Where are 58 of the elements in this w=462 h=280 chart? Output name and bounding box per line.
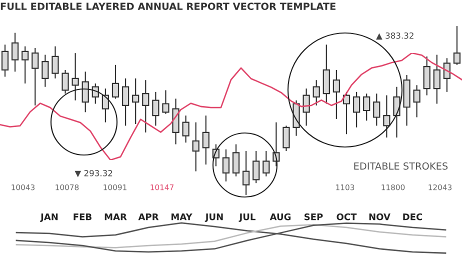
- candlestick: [373, 93, 380, 126]
- candlestick: [383, 94, 390, 138]
- candlestick: [322, 44, 330, 104]
- x-tick-label: MAR: [104, 214, 127, 220]
- candlestick: [282, 125, 290, 152]
- x-tick-label: NOV: [369, 213, 390, 220]
- x-tick-label: SEP: [304, 213, 323, 220]
- candlestick: [72, 52, 79, 101]
- x-tick-label: JUL: [238, 214, 256, 222]
- candlestick: [102, 88, 110, 123]
- candlestick: [182, 115, 190, 144]
- candlestick: [423, 56, 430, 96]
- candlestick: [122, 78, 130, 126]
- x-tick-label: DEC: [403, 213, 422, 220]
- candlestick: [142, 80, 150, 134]
- annotation: ▲ 383.32: [376, 32, 414, 40]
- candlestick: [202, 115, 210, 166]
- candlestick: [52, 46, 59, 79]
- candlestick: [252, 150, 260, 184]
- candlestick: [312, 80, 320, 106]
- candlestick: [332, 69, 340, 120]
- candlestick: [292, 100, 300, 136]
- chart-title: FULL EDITABLE LAYERED ANNUAL REPORT VECTOR TEMPLATE: [0, 2, 336, 10]
- annotation: ▼ 293.32: [74, 170, 112, 178]
- candlestick: [413, 84, 420, 118]
- candlestick: [232, 144, 240, 177]
- candlestick: [453, 26, 461, 66]
- candlestick: [152, 91, 160, 126]
- annotation: EDITABLE STROKES: [354, 162, 448, 170]
- candlestick: [342, 91, 350, 135]
- candlestick: [82, 71, 89, 113]
- candlestick: [42, 54, 49, 88]
- x-tick-label: AUG: [270, 213, 291, 220]
- x-tick-label: MAY: [172, 214, 192, 220]
- candlestick: [192, 122, 200, 172]
- candlestick: [262, 150, 270, 177]
- candlestick: [32, 47, 39, 106]
- candlestick: [132, 78, 140, 125]
- candlestick: [162, 90, 170, 114]
- candlestick: [22, 46, 29, 84]
- candlestick: [1, 44, 9, 78]
- candlestick: [242, 150, 250, 196]
- x-tick-label: OCT: [336, 213, 357, 220]
- candlestick: [62, 69, 69, 94]
- candlestick: [363, 93, 370, 122]
- x-tick-label: JAN: [40, 214, 58, 222]
- candlestick: [112, 64, 120, 100]
- candlestick: [352, 91, 360, 128]
- candlestick: [172, 98, 180, 145]
- x-tick-label: FEB: [74, 214, 92, 220]
- candlestick: [222, 148, 230, 182]
- candlestick: [393, 86, 400, 138]
- x-tick-label: APR: [138, 214, 159, 220]
- candlestick: [11, 32, 19, 72]
- candlestick: [443, 58, 451, 92]
- candlestick: [302, 88, 310, 126]
- x-tick-label: JUN: [204, 214, 223, 222]
- candlestick: [433, 54, 440, 104]
